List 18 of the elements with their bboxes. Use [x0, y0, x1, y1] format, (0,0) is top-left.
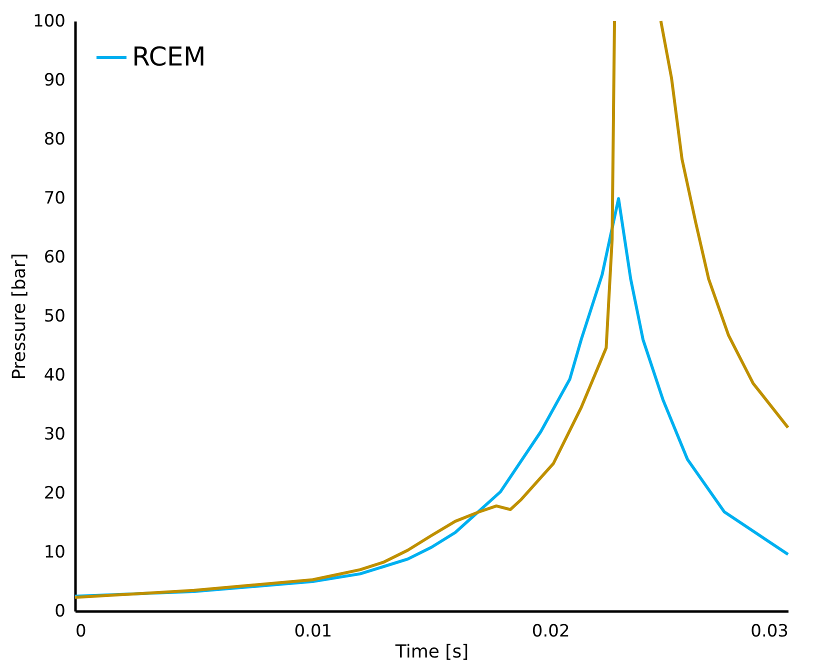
x-tick-label: 0.03	[750, 622, 788, 642]
x-axis-title: Time [s]	[394, 642, 469, 662]
y-tick-label: 50	[44, 306, 66, 326]
x-tick-label: 0	[76, 622, 86, 642]
y-tick-label: 40	[44, 366, 66, 386]
legend-label: RCEM	[132, 42, 206, 72]
y-tick-label: 0	[54, 602, 66, 622]
y-tick-label: 10	[44, 542, 66, 562]
y-tick-label: 70	[44, 188, 66, 208]
y-tick-label: 60	[44, 248, 66, 268]
y-tick-label: 30	[44, 424, 66, 444]
x-tick-label: 0.01	[294, 622, 332, 642]
x-tick-label: 0.02	[532, 622, 570, 642]
y-tick-label: 90	[44, 70, 66, 90]
y-tick-label: 20	[44, 484, 66, 504]
y-tick-label: 100	[33, 12, 66, 32]
y-axis-title: Pressure [bar]	[9, 253, 30, 380]
y-tick-label: 80	[44, 130, 66, 150]
